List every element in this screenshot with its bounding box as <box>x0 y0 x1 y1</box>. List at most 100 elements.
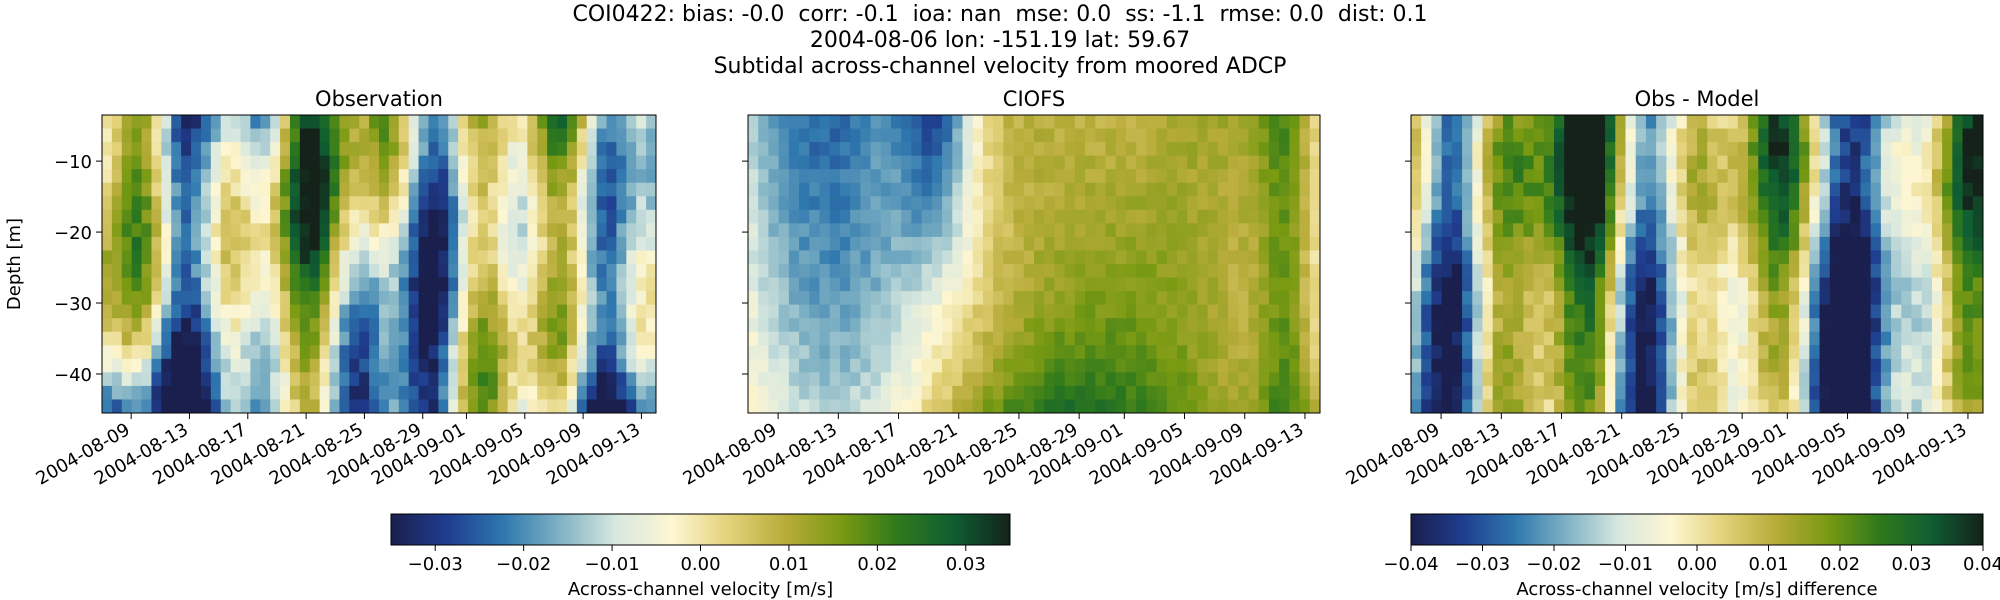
heatmap-cell <box>547 250 558 265</box>
heatmap-cell <box>1411 142 1422 157</box>
heatmap-cell <box>1513 277 1524 292</box>
heatmap-cell <box>829 304 841 319</box>
heatmap-cell <box>181 169 192 184</box>
heatmap-cell <box>270 155 281 170</box>
heatmap-cell <box>1064 142 1076 157</box>
heatmap-cell <box>576 372 588 387</box>
heatmap-cell <box>1217 223 1229 238</box>
heatmap-cell <box>250 385 261 401</box>
heatmap-cell <box>1177 196 1188 211</box>
heatmap-cell <box>1788 209 1800 224</box>
heatmap-cell <box>1635 223 1647 238</box>
heatmap-cell <box>1451 115 1463 130</box>
heatmap-cell <box>1125 331 1137 346</box>
heatmap-cell <box>230 115 242 130</box>
heatmap-cell <box>1758 169 1770 184</box>
heatmap-cell <box>1686 169 1698 184</box>
heatmap-cell <box>1105 358 1117 373</box>
heatmap-cell <box>260 169 271 184</box>
heatmap-cell <box>1523 277 1535 292</box>
heatmap-cell <box>1840 264 1851 279</box>
heatmap-cell <box>1054 169 1066 184</box>
heatmap-cell <box>1187 223 1199 238</box>
heatmap-cell <box>911 223 923 238</box>
heatmap-cell <box>942 223 953 238</box>
heatmap-cell <box>448 155 459 170</box>
heatmap-cell <box>1248 331 1260 346</box>
heatmap-cell <box>1901 223 1913 238</box>
heatmap-cell <box>408 277 420 292</box>
heatmap-cell <box>1064 223 1076 238</box>
heatmap-cell <box>319 115 331 130</box>
heatmap-cell <box>1543 142 1555 157</box>
heatmap-cell <box>1268 142 1280 157</box>
heatmap-cell <box>1136 372 1147 387</box>
heatmap-cell <box>1115 128 1127 143</box>
heatmap-cell <box>181 128 192 143</box>
heatmap-cell <box>388 155 400 170</box>
heatmap-cell <box>359 169 370 184</box>
heatmap-cell <box>517 304 528 319</box>
heatmap-cell <box>1013 318 1025 333</box>
heatmap-cell <box>1502 155 1514 170</box>
heatmap-cell <box>200 318 212 333</box>
heatmap-cell <box>1187 155 1199 170</box>
heatmap-cell <box>1799 399 1810 413</box>
heatmap-cell <box>250 142 261 157</box>
heatmap-cell <box>1003 169 1015 184</box>
heatmap-cell <box>1880 142 1892 157</box>
heatmap-cell <box>1707 358 1719 373</box>
heatmap-cell <box>517 277 528 292</box>
heatmap-cell <box>778 155 790 170</box>
heatmap-cell <box>141 169 153 184</box>
heatmap-cell <box>809 223 821 238</box>
heatmap-cell <box>1105 128 1117 143</box>
heatmap-cell <box>1248 304 1260 319</box>
heatmap-cell <box>339 399 350 413</box>
heatmap-cell <box>1656 223 1667 238</box>
heatmap-cell <box>131 196 143 211</box>
heatmap-cell <box>1472 128 1484 143</box>
heatmap-cell <box>1207 331 1219 346</box>
heatmap-cell <box>1564 142 1576 157</box>
heatmap-cell <box>1931 209 1943 224</box>
heatmap-cell <box>819 358 831 373</box>
heatmap-cell <box>477 291 489 306</box>
heatmap-cell <box>1513 345 1524 360</box>
heatmap-cell <box>102 236 113 252</box>
heatmap-cell <box>121 345 133 360</box>
heatmap-cell <box>768 223 780 238</box>
heatmap-cell <box>1686 291 1698 306</box>
heatmap-cell <box>1768 169 1780 184</box>
heatmap-cell <box>566 155 578 170</box>
heatmap-cell <box>1615 358 1627 373</box>
heatmap-cell <box>1697 142 1708 157</box>
heatmap-cell <box>1146 182 1158 197</box>
heatmap-cell <box>1819 345 1831 360</box>
heatmap-cell <box>1115 223 1127 238</box>
heatmap-cell <box>1166 196 1178 211</box>
heatmap-cell <box>586 385 598 401</box>
heatmap-cell <box>1156 142 1168 157</box>
heatmap-cell <box>398 318 410 333</box>
heatmap-cell <box>1533 358 1545 373</box>
heatmap-cell <box>428 115 439 130</box>
heatmap-cell <box>1279 304 1290 319</box>
heatmap-cell <box>319 169 331 184</box>
heatmap-cell <box>576 399 588 413</box>
heatmap-cell <box>962 115 974 130</box>
heatmap-cell <box>418 331 430 346</box>
heatmap-cell <box>448 291 459 306</box>
heatmap-cell <box>829 115 841 130</box>
heatmap-cell <box>1197 345 1209 360</box>
heatmap-cell <box>388 115 400 130</box>
heatmap-cell <box>448 277 459 292</box>
heatmap-cell <box>260 331 271 346</box>
heatmap-cell <box>1891 223 1902 238</box>
heatmap-cell <box>547 331 558 346</box>
heatmap-cell <box>1431 169 1443 184</box>
heatmap-cell <box>487 345 499 360</box>
heatmap-cell <box>952 236 964 252</box>
heatmap-cell <box>1778 155 1790 170</box>
heatmap-cell <box>191 399 202 413</box>
